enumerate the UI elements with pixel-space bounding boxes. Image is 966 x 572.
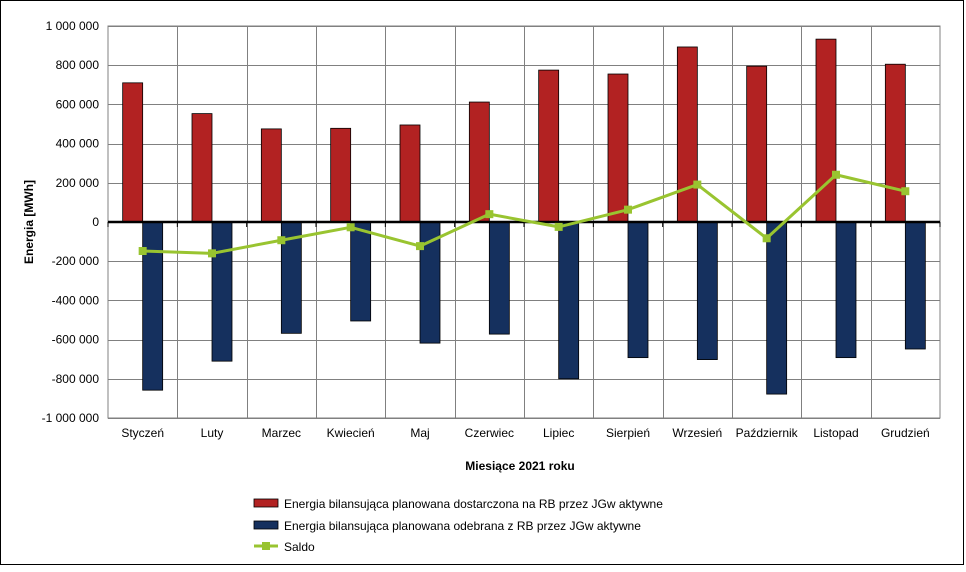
y-axis-title: Energia [MWh] [22, 180, 36, 264]
bar-delivered [122, 82, 144, 223]
x-tick-label: Wrzesień [672, 426, 722, 440]
bar-delivered [468, 101, 490, 223]
legend-swatch [253, 520, 279, 530]
bar-received [904, 221, 926, 350]
x-tick-label: Sierpień [606, 426, 650, 440]
y-tick-label: 1 000 000 [46, 19, 100, 33]
x-tick-label: Listopad [813, 426, 858, 440]
saldo-point [832, 170, 840, 179]
saldo-line-group [138, 170, 910, 258]
bar-delivered [676, 46, 698, 223]
saldo-point [138, 247, 147, 256]
y-tick-label: -400 000 [52, 293, 100, 307]
legend: Energia bilansująca planowana dostarczon… [253, 497, 663, 554]
x-tick-label: Marzec [262, 426, 301, 440]
saldo-point [624, 205, 632, 214]
x-tick-labels: Styczeń Luty Marzec Kwiecień Maj Czerwiec Lipi… [121, 426, 929, 440]
saldo-point [762, 234, 771, 243]
bar-delivered [191, 113, 213, 223]
legend-swatch [253, 498, 279, 508]
bar-received [835, 221, 857, 359]
bar-delivered [399, 124, 421, 223]
y-tick-label: 600 000 [56, 97, 100, 111]
x-tick-label: Styczeń [121, 426, 164, 440]
y-tick-label: -600 000 [52, 333, 100, 347]
saldo-point [693, 180, 702, 189]
bar-delivered [746, 65, 768, 223]
saldo-point [554, 222, 563, 231]
bars-group [122, 38, 926, 395]
bar-delivered [884, 63, 906, 223]
bar-received [696, 221, 718, 360]
y-tick-labels: 1 000 000 800 000 600 000 400 000 200 000 0 -2… [42, 19, 100, 425]
y-tick-label: 0 [92, 215, 99, 229]
x-tick-label: Kwiecień [327, 426, 375, 440]
x-tick-label: Czerwiec [465, 426, 514, 440]
saldo-point [901, 187, 910, 196]
bar-received [766, 221, 788, 395]
x-tick-label: Grudzień [881, 426, 930, 440]
legend-label: Energia bilansująca planowana dostarczon… [284, 497, 663, 511]
bar-delivered [260, 128, 282, 223]
saldo-point [485, 210, 494, 219]
y-tick-label: -1 000 000 [42, 411, 100, 425]
x-tick-label: Październik [736, 426, 799, 440]
bar-received [350, 221, 372, 322]
saldo-point [346, 223, 355, 232]
bar-received [558, 221, 580, 380]
x-tick-label: Luty [201, 426, 224, 440]
bar-received [627, 221, 649, 359]
y-tick-label: 400 000 [56, 137, 100, 151]
saldo-point [277, 236, 286, 245]
legend-label: Energia bilansująca planowana odebrana z… [284, 519, 641, 533]
x-tick-label: Lipiec [543, 426, 574, 440]
bar-delivered [538, 69, 560, 223]
legend-swatch-marker [262, 542, 270, 550]
y-tick-label: 200 000 [56, 176, 100, 190]
bar-delivered [815, 38, 837, 223]
legend-label: Saldo [284, 540, 315, 554]
y-tick-label: -200 000 [52, 254, 100, 268]
bar-received [488, 221, 510, 335]
y-tick-label: 800 000 [56, 58, 100, 72]
saldo-line [142, 173, 906, 255]
bar-delivered [607, 73, 629, 223]
bar-delivered [330, 127, 352, 223]
saldo-point [208, 249, 216, 258]
saldo-point [416, 242, 424, 251]
y-tick-label: -800 000 [52, 372, 100, 386]
x-tick-label: Maj [410, 426, 429, 440]
bar-received [211, 221, 233, 362]
x-axis-title: Miesiące 2021 roku [465, 459, 574, 473]
